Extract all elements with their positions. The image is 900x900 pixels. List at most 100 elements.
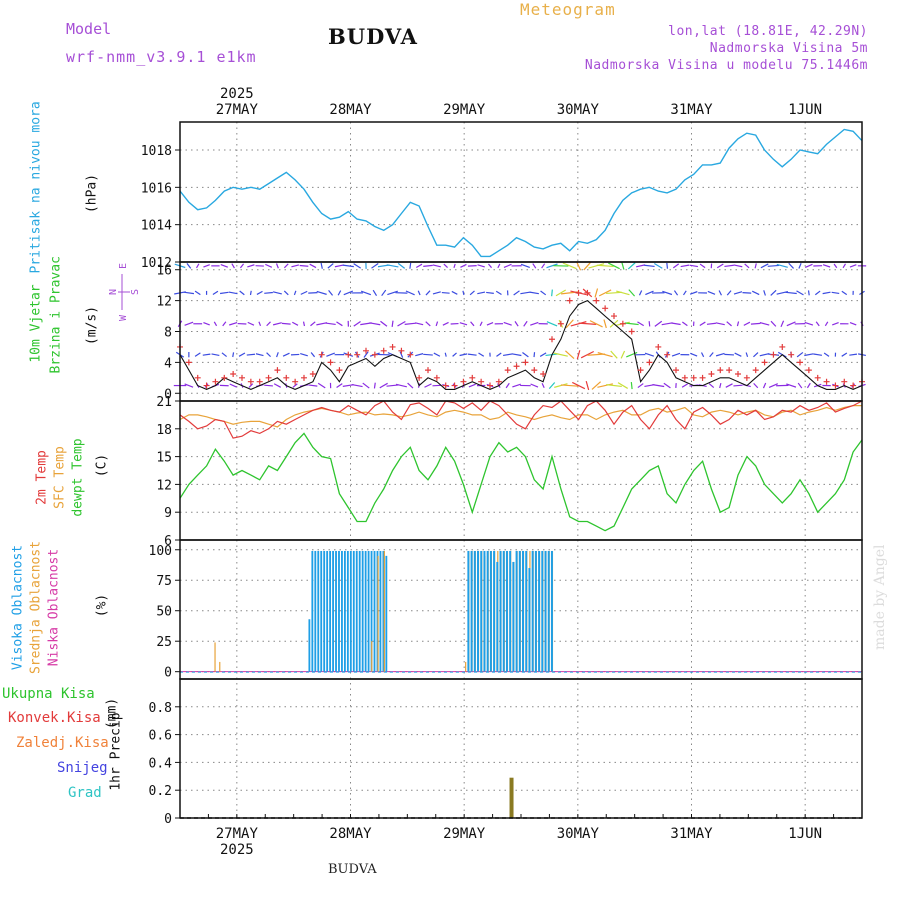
wind-gust-mark: [566, 297, 573, 304]
wind-arrow: [733, 264, 743, 268]
wind-arrow: [328, 290, 334, 296]
wind-arrow: [317, 382, 326, 389]
wind-arrow: [239, 290, 245, 296]
wind-arrow: [576, 350, 581, 360]
wind-arrow: [435, 321, 439, 327]
compass-n: N: [108, 289, 119, 295]
wind-gust-mark: [646, 359, 653, 366]
wind-arrow: [462, 290, 465, 296]
sfc-temp-line: [179, 405, 862, 428]
wind-arrow: [276, 352, 279, 358]
wind-arrow: [520, 263, 530, 268]
wind-arrow: [415, 353, 424, 357]
wind-arrow: [503, 353, 513, 357]
wind-arrow: [249, 290, 252, 296]
wind-arrow: [264, 291, 273, 294]
y-tick-label: 16: [156, 264, 172, 279]
wind-arrow: [541, 263, 546, 269]
wind-gust-mark: [301, 374, 307, 381]
y-tick-label: 1016: [141, 181, 172, 196]
high-cloud-bar: [550, 550, 553, 672]
wind-arrow: [320, 262, 323, 269]
wind-arrow: [203, 264, 210, 268]
y-tick-label: 9: [164, 506, 172, 521]
wind-gust-mark: [433, 374, 440, 381]
wind-arrow: [291, 264, 300, 268]
wind-arrow: [292, 321, 299, 326]
wind-gust-mark: [469, 374, 476, 381]
y-tick-label: 12: [156, 478, 172, 493]
legend-freezing-rain: Zaledj.Kisa: [16, 735, 109, 751]
wind-arrow: [487, 263, 493, 269]
wind-arrow: [594, 288, 599, 298]
y-tick-label: 8: [164, 326, 172, 341]
wind-arrow: [725, 383, 733, 388]
wind-arrow: [360, 290, 372, 296]
wind-arrow: [417, 290, 421, 296]
wind-arrow: [759, 352, 770, 357]
wind-arrow: [283, 263, 289, 269]
high-cloud-bar: [373, 550, 376, 672]
y-tick-label: 0.4: [149, 756, 173, 771]
wind-arrow: [626, 351, 638, 358]
high-cloud-bar: [493, 550, 496, 672]
wind-arrow: [822, 264, 831, 268]
wind-arrow: [184, 321, 194, 326]
wind-gust-mark: [398, 347, 405, 354]
wind-arrow: [292, 383, 298, 388]
wind-arrow: [539, 352, 547, 357]
wind-arrow: [807, 290, 810, 296]
wind-arrow: [247, 321, 255, 326]
mid-cloud-bar: [377, 555, 379, 672]
wind-arrow: [308, 384, 318, 387]
high-cloud-bar: [385, 555, 388, 672]
wind-gust-mark: [761, 359, 768, 366]
top-day-label: 1JUN: [788, 102, 822, 118]
high-cloud-bar: [470, 550, 473, 672]
wind-arrow: [554, 383, 568, 388]
wind-gust-mark: [442, 382, 449, 389]
wind-arrow: [495, 290, 502, 296]
wind-arrow: [663, 382, 671, 389]
wind-arrow: [316, 290, 327, 295]
wind-arrow: [841, 290, 848, 296]
bottom-day-label: 27MAY: [216, 826, 259, 842]
wind-arrow: [742, 292, 752, 294]
wind-arrow: [849, 322, 857, 326]
high-cloud-bar: [355, 550, 358, 672]
wind-gust-mark: [504, 367, 511, 374]
wind-gust-mark: [788, 351, 795, 358]
wind-arrow: [588, 263, 605, 269]
wind-gust-mark: [549, 336, 555, 343]
wind-arrow: [719, 383, 722, 389]
wind-gust-mark: [407, 351, 414, 358]
wind-gust-mark: [593, 297, 600, 304]
wind-arrow: [309, 263, 317, 269]
high-cloud-bar: [370, 550, 373, 672]
wind-arrow: [672, 263, 680, 269]
page-title: BUDVA: [328, 24, 418, 49]
wind-gust-mark: [664, 351, 671, 358]
wind-gust-mark: [797, 359, 803, 366]
wind-arrow: [409, 262, 412, 269]
wind-gust-mark: [531, 367, 538, 374]
wind-arrow: [662, 290, 673, 296]
wind-arrow: [442, 321, 449, 326]
wind-gust-mark: [274, 367, 281, 374]
y-tick-label: 75: [156, 574, 172, 589]
high-cloud-bar: [349, 550, 352, 672]
wind-arrow: [786, 321, 796, 327]
high-cloud-bar: [509, 550, 512, 672]
y-tick-label: 6: [164, 534, 172, 549]
wind-arrow: [530, 383, 539, 388]
high-cloud-bar: [489, 550, 492, 672]
wind-arrow: [343, 290, 354, 296]
wind-arrow: [814, 290, 821, 296]
bottom-year-label: 2025: [220, 842, 254, 858]
y-tick-label: 0.8: [149, 701, 172, 716]
wind-gust-mark: [832, 382, 839, 389]
wind-arrow: [763, 290, 766, 296]
wind-arrow: [831, 291, 840, 295]
wind-arrow: [423, 353, 433, 356]
high-cloud-bar: [477, 550, 480, 672]
